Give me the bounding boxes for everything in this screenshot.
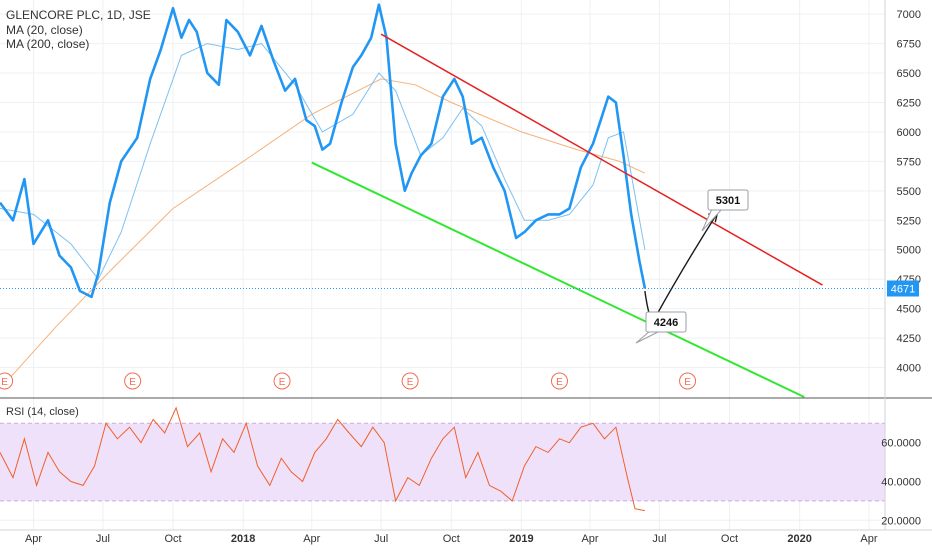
- earnings-marker: [0, 372, 14, 390]
- price-tick-label: 5250: [897, 215, 921, 227]
- time-tick-label: Oct: [164, 533, 181, 545]
- rsi-series: [0, 406, 645, 512]
- time-tick-label: Apr: [860, 533, 877, 545]
- earnings-marker-label: E: [129, 377, 136, 388]
- time-tick-label: Jul: [652, 533, 666, 545]
- ma200-series: [0, 78, 646, 390]
- price-line: [0, 3, 647, 299]
- ma200-label: MA (200, close): [6, 37, 89, 51]
- price-tick-label: 4000: [897, 363, 921, 375]
- earnings-marker: [124, 372, 142, 390]
- target-callout-label: 5301: [716, 195, 740, 207]
- rsi-band: [0, 422, 885, 502]
- price-tick-label: 5500: [897, 186, 921, 198]
- time-tick-label: Apr: [303, 533, 320, 545]
- ma20-series: [0, 43, 646, 281]
- rsi-band-fill: [0, 423, 885, 501]
- time-tick-label: Apr: [25, 533, 42, 545]
- rsi-tick-label: 20.0000: [881, 515, 921, 527]
- price-tick-label: 4500: [897, 304, 921, 316]
- rsi-tick-label: 40.0000: [881, 476, 921, 488]
- price-tick-label: 5000: [897, 245, 921, 257]
- resistance-trendline: [380, 33, 823, 286]
- price-tick-label: 4250: [897, 333, 921, 345]
- symbol-title: GLENCORE PLC, 1D, JSE: [6, 8, 151, 22]
- rsi-title: RSI (14, close): [6, 406, 79, 418]
- earnings-marker: [401, 372, 419, 390]
- low-callout-pointer: [635, 330, 661, 344]
- earnings-marker: [551, 372, 569, 390]
- price-tick-label: 5750: [897, 156, 921, 168]
- earnings-marker: [273, 372, 291, 390]
- time-tick-label: Jul: [374, 533, 388, 545]
- time-tick-label: Oct: [721, 533, 738, 545]
- time-tick-label: 2019: [509, 533, 533, 545]
- time-tick-label: Oct: [443, 533, 460, 545]
- price-tick-label: 6500: [897, 68, 921, 80]
- ma200-line: [0, 78, 646, 390]
- earnings-marker-label: E: [1, 377, 8, 388]
- earnings-marker: [679, 372, 697, 390]
- forecast-arrow: [644, 212, 718, 321]
- rsi-line: [0, 406, 645, 512]
- target-callout-box: [707, 189, 749, 211]
- time-tick-label: 2020: [787, 533, 811, 545]
- time-tick-label: Apr: [581, 533, 598, 545]
- callouts: 5301 4246: [635, 189, 749, 344]
- time-tick-label: 2018: [231, 533, 255, 545]
- time-tick-label: Jul: [96, 533, 110, 545]
- ma20-label: MA (20, close): [6, 23, 83, 37]
- price-tick-label: 7000: [897, 9, 921, 21]
- last-price-badge: [887, 280, 919, 297]
- low-callout-label: 4246: [654, 317, 678, 329]
- earnings-marker-label: E: [684, 377, 691, 388]
- forecast-path: [644, 212, 719, 321]
- low-callout-box: [645, 311, 687, 333]
- price-series: [0, 3, 647, 299]
- legend: GLENCORE PLC, 1D, JSE MA (20, close) MA …: [6, 8, 151, 418]
- last-price-label: 4671: [891, 284, 915, 296]
- trendlines: [311, 33, 823, 398]
- price-tick-label: 6000: [897, 127, 921, 139]
- price-tick-label: 6250: [897, 97, 921, 109]
- ma20-line: [0, 43, 646, 281]
- earnings-marker-label: E: [407, 377, 414, 388]
- price-tick-label: 6750: [897, 39, 921, 51]
- earnings-marker-label: E: [279, 377, 286, 388]
- earnings-marker-label: E: [556, 377, 563, 388]
- rsi-tick-label: 60.0000: [881, 438, 921, 450]
- support-trendline: [311, 161, 805, 398]
